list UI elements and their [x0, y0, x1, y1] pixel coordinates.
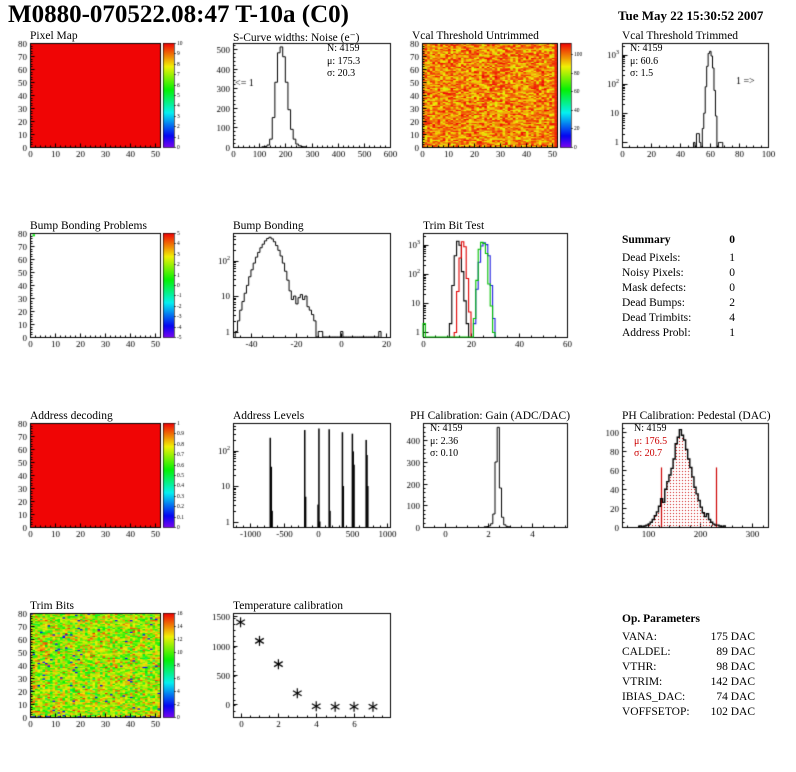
trim-bits-heatmap: [0, 600, 200, 736]
panel-bump-bonding: Bump Bonding: [200, 220, 400, 386]
panel-address-levels: Address Levels: [200, 410, 400, 576]
bump-problems-heatmap: [0, 220, 200, 356]
summary-row: Dead Trimbits: 4: [622, 312, 735, 324]
vcal-trimmed-histogram: [600, 30, 796, 166]
op-parameter-row: VOFFSETOP: 102 DAC: [622, 706, 755, 718]
ph-gain-histogram: [400, 410, 600, 546]
stats-box: N: 4159 μ: 60.6 σ: 1.5: [630, 43, 663, 79]
panel-scurve-noise: S-Curve widths: Noise (e⁻) N: 4159 μ: 17…: [200, 30, 400, 196]
summary-panel: Summary 0 Dead Pixels: 1 Noisy Pixels: 0 M…: [622, 233, 735, 341]
summary-header: Summary 0: [622, 234, 735, 246]
op-parameter-row: IBIAS_DAC: 74 DAC: [622, 691, 755, 703]
timestamp: Tue May 22 15:30:52 2007: [618, 8, 764, 23]
bump-bonding-histogram: [200, 220, 400, 356]
address-decoding-heatmap: [0, 410, 200, 546]
panel-trim-bit-test: Trim Bit Test: [400, 220, 600, 386]
trim-bit-test-histogram: [400, 220, 600, 356]
panel-ph-pedestal: PH Calibration: Pedestal (DAC) N: 4159 μ…: [600, 410, 796, 576]
stats-box: N: 4159 μ: 175.3 σ: 20.3: [327, 43, 361, 79]
temperature-calibration-scatter: [200, 600, 400, 736]
summary-row: Dead Bumps: 2: [622, 297, 735, 309]
panel-ph-gain: PH Calibration: Gain (ADC/DAC) N: 4159 μ…: [400, 410, 600, 576]
panel-address-decoding: Address decoding: [0, 410, 200, 576]
op-parameter-row: CALDEL: 89 DAC: [622, 646, 755, 658]
panel-vcal-untrimmed: Vcal Threshold Untrimmed: [400, 30, 600, 196]
op-parameter-row: VTRIM: 142 DAC: [622, 676, 755, 688]
pixel-map-heatmap: [0, 30, 200, 166]
op-parameter-row: VANA: 175 DAC: [622, 631, 755, 643]
panel-vcal-trimmed: Vcal Threshold Trimmed N: 4159 μ: 60.6 σ…: [600, 30, 796, 196]
panel-trim-bits: Trim Bits: [0, 600, 200, 766]
summary-row: Dead Pixels: 1: [622, 252, 735, 264]
panel-bump-bonding-problems: Bump Bonding Problems: [0, 220, 200, 386]
address-levels-histogram: [200, 410, 400, 546]
ph-pedestal-histogram: [600, 410, 796, 546]
vcal-untrimmed-heatmap: [400, 30, 600, 166]
op-parameter-row: VTHR: 98 DAC: [622, 661, 755, 673]
summary-row: Address Probl: 1: [622, 327, 735, 339]
summary-row: Mask defects: 0: [622, 282, 735, 294]
op-parameters-panel: Op. Parameters VANA: 175 DAC CALDEL: 89 DA…: [622, 612, 755, 720]
panel-pixel-map: Pixel Map: [0, 30, 200, 196]
stats-box: N: 4159 μ: 176.5 σ: 20.7: [634, 423, 668, 459]
summary-row: Noisy Pixels: 0: [622, 267, 735, 279]
op-parameters-header: Op. Parameters: [622, 613, 700, 625]
page-title: M0880-070522.08:47 T-10a (C0): [8, 1, 349, 28]
panel-temperature-calibration: Temperature calibration: [200, 600, 400, 766]
scurve-noise-histogram: [200, 30, 400, 166]
stats-box: N: 4159 μ: 2.36 σ: 0.10: [430, 423, 463, 459]
